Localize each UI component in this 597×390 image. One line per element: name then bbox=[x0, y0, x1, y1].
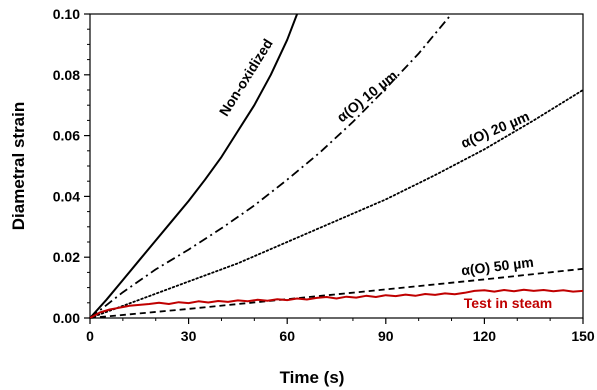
x-tick-label: 60 bbox=[279, 328, 295, 344]
y-tick-label: 0.08 bbox=[53, 67, 80, 83]
y-tick-label: 0.10 bbox=[53, 6, 80, 22]
label-alpha-20um: α(O) 20 µm bbox=[458, 108, 531, 151]
series-alpha-10um bbox=[89, 13, 453, 319]
y-tick-label: 0.06 bbox=[53, 128, 80, 144]
y-tick-label: 0.02 bbox=[53, 249, 80, 265]
x-tick-label: 90 bbox=[378, 328, 394, 344]
series-alpha-50um bbox=[89, 267, 584, 319]
label-alpha-10um: α(O) 10 µm bbox=[334, 67, 401, 125]
y-axis-title: Diametral strain bbox=[9, 102, 28, 231]
x-axis-title: Time (s) bbox=[280, 368, 345, 387]
x-tick-label: 150 bbox=[571, 328, 595, 344]
x-tick-label: 0 bbox=[86, 328, 94, 344]
series-layer bbox=[89, 13, 584, 319]
x-tick-label: 30 bbox=[181, 328, 197, 344]
y-tick-label: 0.04 bbox=[53, 188, 80, 204]
series-alpha-20um bbox=[89, 89, 584, 319]
tick-layer: 0.00 0.02 0.04 0.06 0.08 0.10 0 30 60 90 120 150 bbox=[53, 6, 595, 344]
label-non-oxidized: Non-oxidized bbox=[216, 36, 276, 119]
label-test-in-steam: Test in steam bbox=[464, 295, 552, 311]
series-non-oxidized bbox=[89, 13, 299, 319]
y-tick-label: 0.00 bbox=[53, 310, 80, 326]
x-tick-label: 120 bbox=[473, 328, 497, 344]
series-test-in-steam bbox=[89, 288, 584, 319]
